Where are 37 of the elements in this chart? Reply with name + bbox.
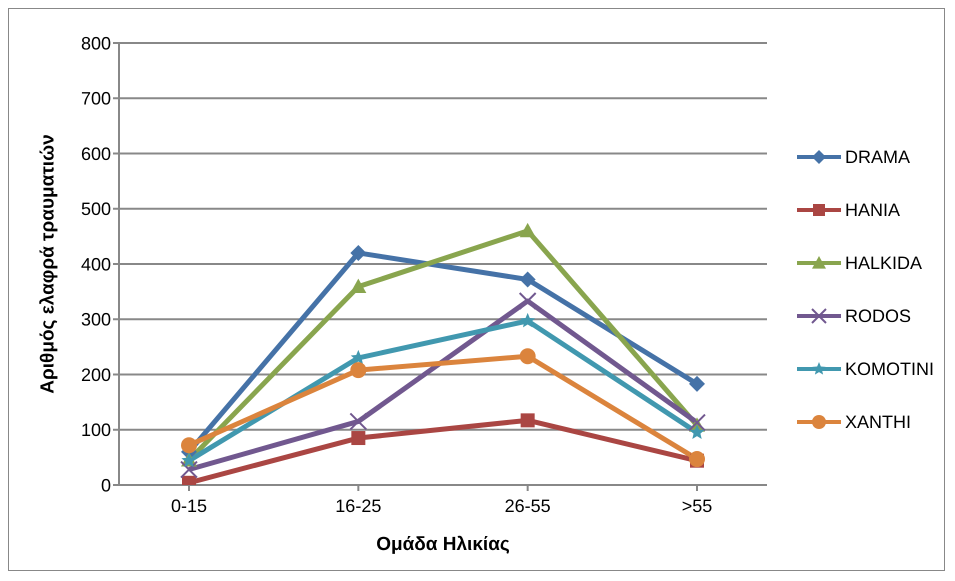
x-tick-label: 26-55 <box>504 496 551 516</box>
x-axis-title: Ομάδα Ηλικίας <box>376 534 510 555</box>
point <box>520 312 536 328</box>
legend-label: HANIA <box>845 200 900 220</box>
point <box>180 460 198 479</box>
point <box>350 244 366 261</box>
point <box>520 413 535 428</box>
legend-label: HALKIDA <box>845 252 922 274</box>
y-tick-label: 100 <box>80 420 111 440</box>
point <box>520 348 536 364</box>
x-tick-label: 0-15 <box>170 496 208 516</box>
y-tick-label: 400 <box>80 254 111 274</box>
point <box>351 431 366 446</box>
point <box>350 278 366 294</box>
y-tick-label: 700 <box>80 88 111 109</box>
y-tick-label: 800 <box>80 33 111 54</box>
y-tick-label: 0 <box>100 475 111 496</box>
point <box>520 222 536 238</box>
y-tick-label: 200 <box>80 364 111 385</box>
legend-label: DRAMA <box>845 146 910 168</box>
point <box>688 414 706 432</box>
legend-label: XANTHI <box>845 412 912 432</box>
point <box>181 437 197 454</box>
y-tick-label: 600 <box>80 144 111 164</box>
y-tick-label: 300 <box>80 310 111 330</box>
y-tick-label: 500 <box>80 199 111 220</box>
x-tick-label: >55 <box>682 496 712 516</box>
point <box>349 412 368 430</box>
point <box>689 424 705 439</box>
point <box>520 271 536 288</box>
legend-label: RODOS <box>845 306 912 326</box>
x-tick-label: 16-25 <box>335 496 382 516</box>
point <box>689 376 705 392</box>
legend-label: KOMOTINI <box>845 358 934 380</box>
y-axis-title: Αριθμός ελαφρά τραυματιών <box>38 134 59 394</box>
point <box>518 292 537 310</box>
point <box>350 362 366 378</box>
